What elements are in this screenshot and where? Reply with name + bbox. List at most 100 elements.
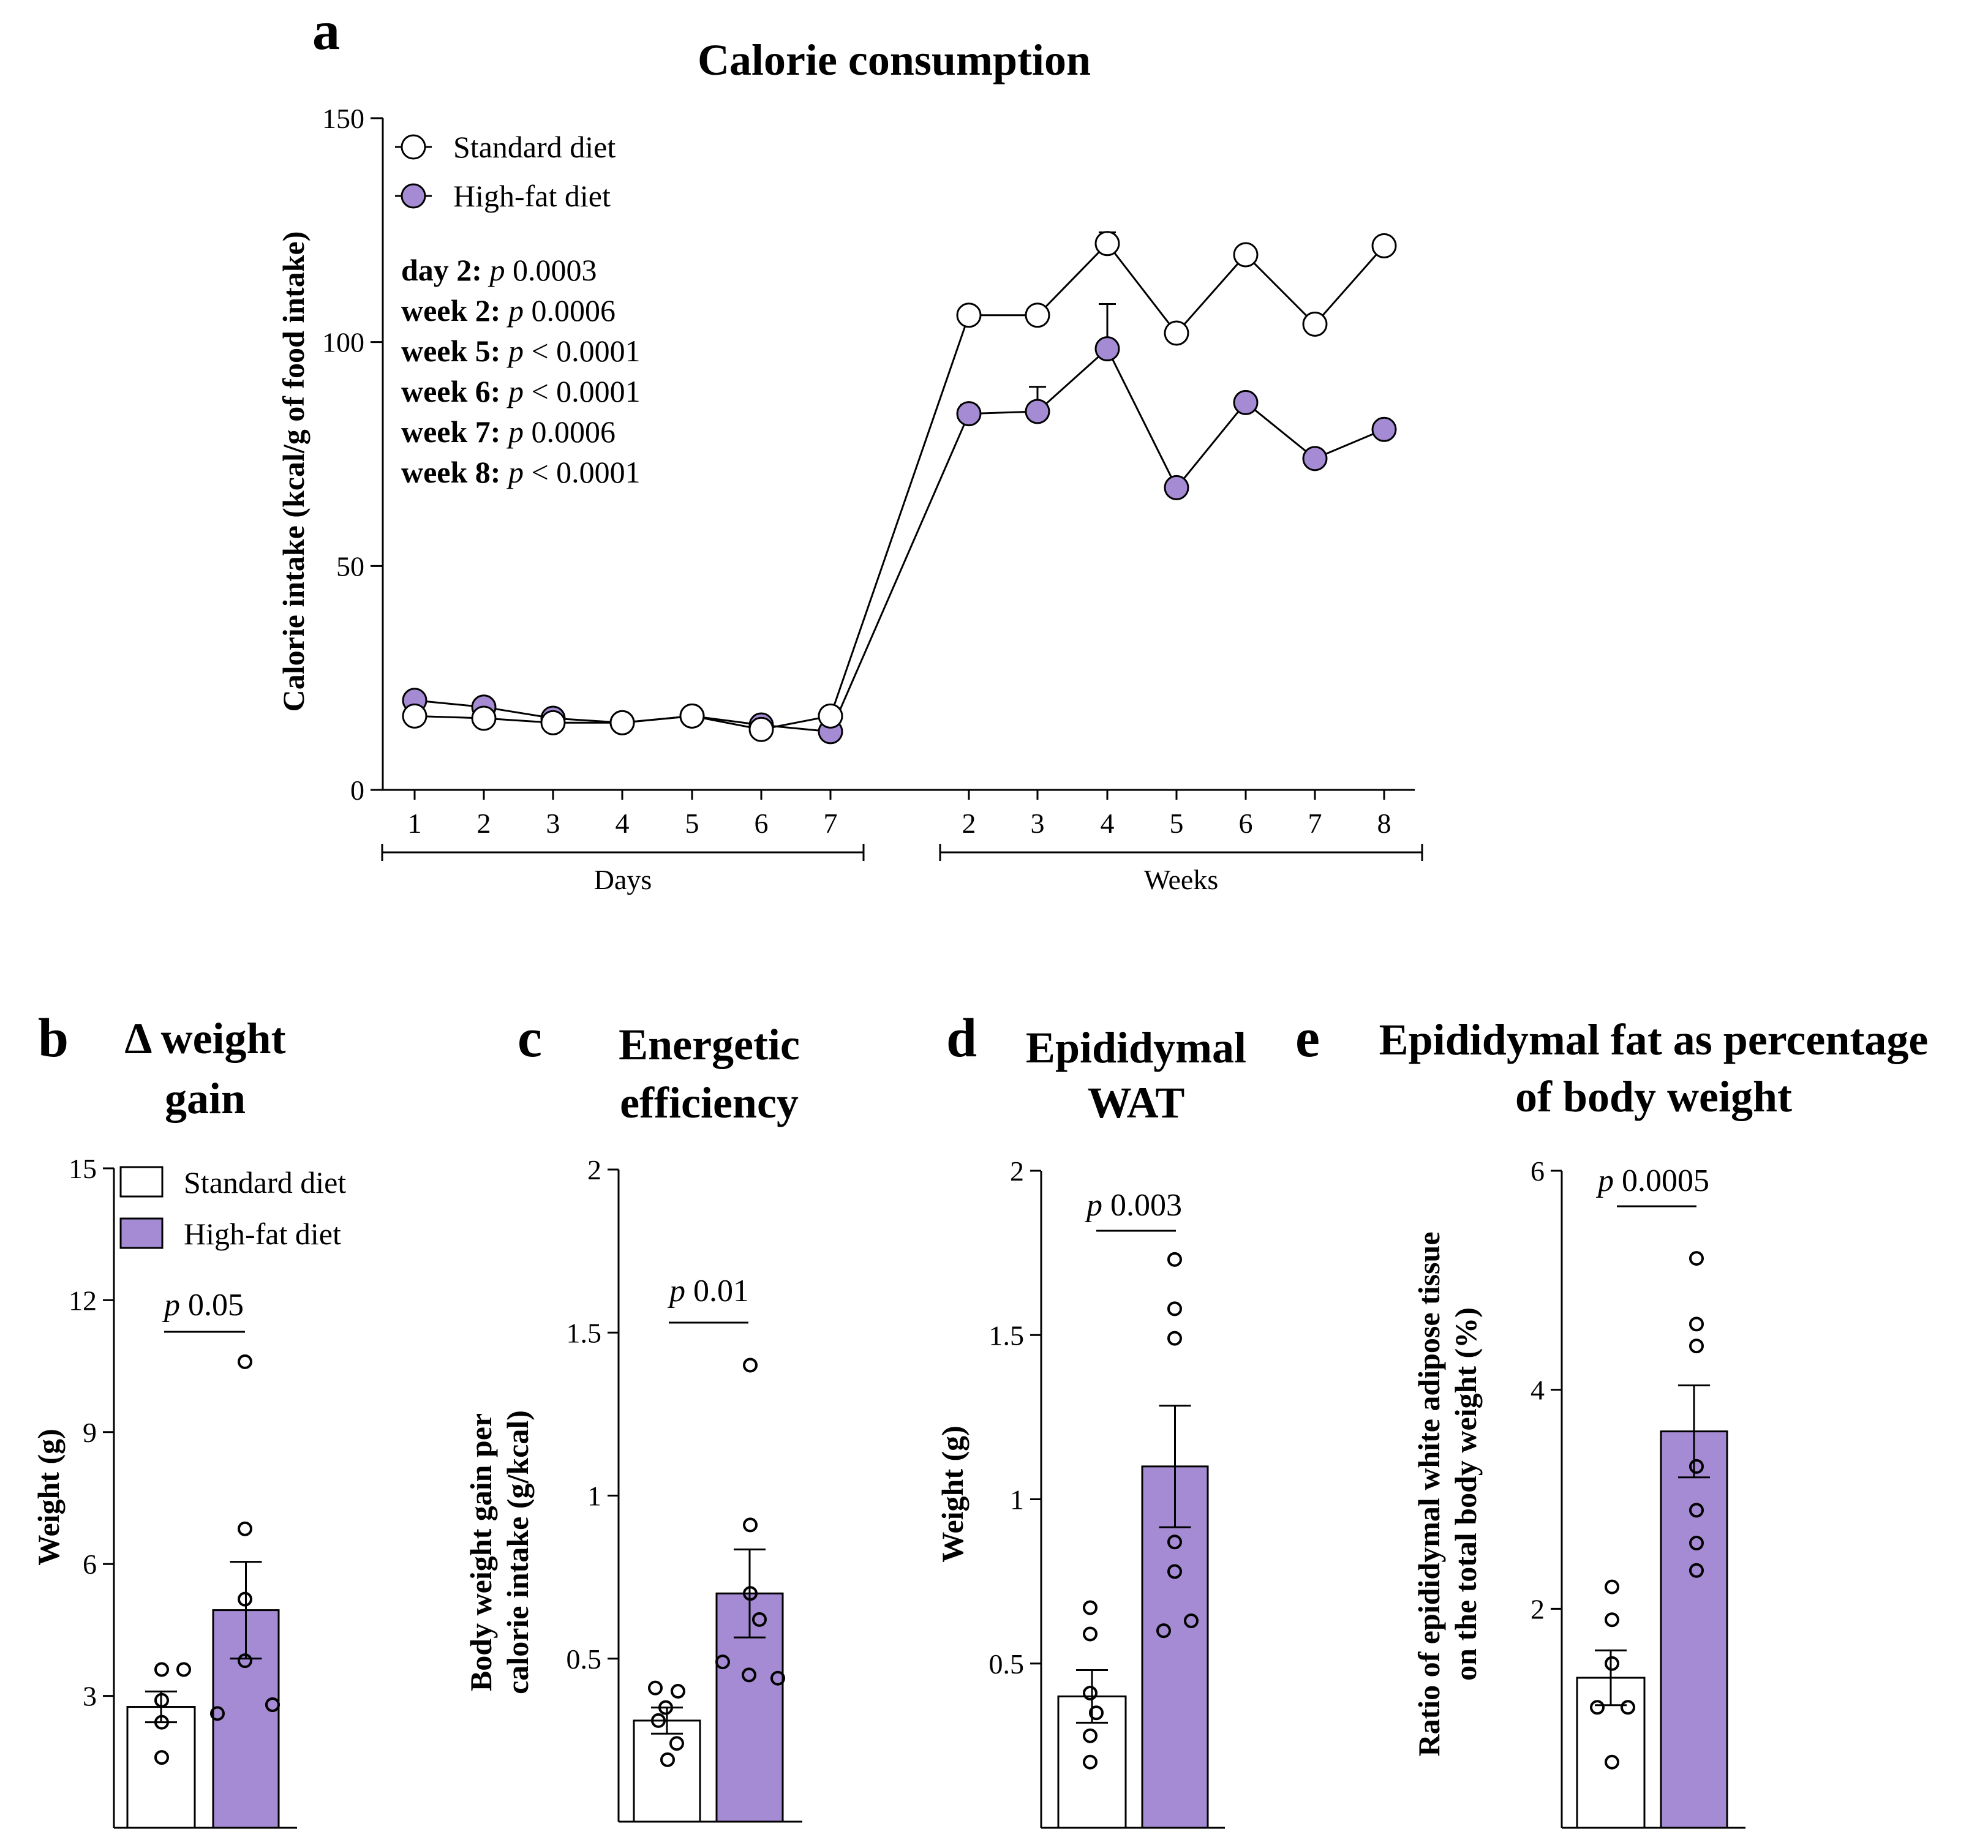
stat-annotation: week 5: p < 0.0001 bbox=[401, 334, 641, 368]
panel-e-ylabel: Ratio of epididymal white adipose tissue bbox=[1412, 1231, 1446, 1756]
point-standard bbox=[609, 710, 635, 735]
panel-d-bar-chart: Epididymal WAT Weight (g) 0.5 1 1.5 2 p 0.003 bbox=[935, 1023, 1246, 1829]
panel-c-data-point bbox=[671, 1684, 685, 1699]
panel-e-y-tick-label: 4 bbox=[1531, 1375, 1545, 1406]
point-standard bbox=[1164, 320, 1189, 346]
panel-e-data-point bbox=[1605, 1656, 1619, 1671]
panel-d-title: Epididymal bbox=[1026, 1023, 1246, 1072]
stat-annotation: week 8: p < 0.0001 bbox=[401, 455, 641, 489]
panel-c-data-point bbox=[742, 1667, 756, 1683]
days-group-label: Days bbox=[594, 864, 652, 895]
panel-d-data-point bbox=[1089, 1705, 1104, 1721]
x-tick-label: 4 bbox=[1101, 808, 1115, 839]
panel-c-pvalue: p 0.01 bbox=[667, 1274, 749, 1309]
point-highfat bbox=[956, 401, 982, 427]
stat-annotation: day 2: p 0.0003 bbox=[401, 253, 597, 287]
x-tick-label: 6 bbox=[1239, 808, 1253, 839]
panel-b-y-tick-label: 3 bbox=[83, 1681, 97, 1712]
panel-b-data-point bbox=[265, 1697, 280, 1712]
panel-b-data-point bbox=[238, 1354, 252, 1369]
panel-c-bar-chart: Energetic efficiency Body weight gain per c… bbox=[464, 1020, 802, 1823]
panel-b-data-point bbox=[238, 1653, 252, 1669]
x-tick-label: 2 bbox=[962, 808, 976, 839]
panel-b-pvalue: p 0.05 bbox=[162, 1288, 244, 1323]
panel-e-data-point bbox=[1689, 1317, 1704, 1332]
panel-a-axes: 0 50 100 150 1 2 3 4 5 6 7 2 3 4 5 6 7 8 Days Weeks bbox=[322, 103, 1423, 895]
panel-e-data-point bbox=[1689, 1563, 1704, 1578]
panel-d-data-point bbox=[1083, 1754, 1098, 1770]
panel-c-y-tick-label: 1.5 bbox=[567, 1317, 602, 1348]
panel-b-bar-standard bbox=[126, 1706, 196, 1829]
panel-d-y-tick-label: 1.5 bbox=[989, 1320, 1025, 1351]
panel-c-data-point bbox=[669, 1736, 684, 1751]
panel-e-title: Epididymal fat as percentage bbox=[1379, 1015, 1929, 1064]
panel-c-y-tick-label: 2 bbox=[587, 1154, 601, 1185]
panel-a-series bbox=[402, 231, 1397, 745]
point-standard bbox=[540, 710, 566, 735]
point-highfat bbox=[1025, 399, 1050, 424]
legend-standard-label: Standard diet bbox=[453, 130, 616, 164]
panel-letter-a: a bbox=[312, 1, 340, 61]
x-tick-label: 7 bbox=[1308, 808, 1322, 839]
point-standard bbox=[1371, 233, 1397, 258]
panel-c-data-point bbox=[660, 1752, 675, 1767]
x-tick-label: 7 bbox=[824, 808, 838, 839]
x-tick-label: 1 bbox=[408, 808, 422, 839]
panel-d-data-point bbox=[1167, 1331, 1182, 1346]
x-tick-label: 5 bbox=[1170, 808, 1184, 839]
panel-e-data-point bbox=[1689, 1536, 1704, 1551]
panel-d-data-point bbox=[1167, 1252, 1182, 1267]
panel-b-data-point bbox=[154, 1750, 169, 1765]
y-tick-label: 50 bbox=[336, 550, 364, 582]
point-highfat bbox=[1164, 475, 1189, 500]
panel-letter-e: e bbox=[1295, 1008, 1320, 1069]
weeks-group-label: Weeks bbox=[1144, 864, 1218, 895]
panel-e-data-point bbox=[1605, 1754, 1619, 1770]
panel-e-y-tick-label: 6 bbox=[1531, 1155, 1545, 1187]
point-standard bbox=[1094, 231, 1120, 257]
panel-b-ylabel: Weight (g) bbox=[31, 1429, 66, 1566]
panel-c-ylabel: calorie intake (g/kcal) bbox=[500, 1410, 535, 1694]
panel-b-data-point bbox=[210, 1706, 225, 1721]
panel-b-data-point bbox=[176, 1662, 191, 1677]
legend-standard-marker bbox=[401, 134, 426, 160]
panel-c-data-point bbox=[743, 1586, 758, 1601]
point-standard bbox=[956, 302, 982, 328]
point-highfat bbox=[1371, 416, 1397, 442]
stat-annotation: week 6: p < 0.0001 bbox=[401, 374, 641, 408]
panel-c-data-point bbox=[743, 1358, 758, 1373]
panel-c-data-point bbox=[770, 1670, 785, 1686]
panel-d-pvalue: p 0.003 bbox=[1084, 1188, 1182, 1223]
point-standard bbox=[1302, 311, 1328, 337]
panel-e-bar-chart: Epididymal fat as percentage of body weig… bbox=[1379, 1015, 1929, 1829]
point-standard bbox=[748, 716, 774, 742]
panel-b-y-tick-label: 9 bbox=[83, 1417, 97, 1448]
panel-e-pvalue: p 0.0005 bbox=[1595, 1163, 1709, 1198]
panel-d-data-point bbox=[1083, 1686, 1098, 1701]
legend-highfat-marker bbox=[401, 183, 426, 209]
point-standard bbox=[679, 703, 705, 729]
panel-b-data-point bbox=[238, 1521, 252, 1536]
panel-d-y-tick-label: 1 bbox=[1010, 1484, 1024, 1516]
x-tick-label: 8 bbox=[1377, 808, 1391, 839]
panel-a-stats: day 2: p 0.0003 week 2: p 0.0006 week 5: p… bbox=[401, 253, 641, 489]
panel-d-data-point bbox=[1083, 1600, 1098, 1615]
x-tick-label: 3 bbox=[1031, 808, 1045, 839]
panel-letter-d: d bbox=[946, 1008, 977, 1069]
point-highfat bbox=[1302, 446, 1328, 471]
panel-d-data-point bbox=[1083, 1728, 1098, 1743]
point-standard bbox=[818, 703, 843, 729]
panel-e-data-point bbox=[1590, 1700, 1605, 1715]
panel-d-data-point bbox=[1156, 1623, 1171, 1639]
panel-c-data-point bbox=[715, 1655, 730, 1670]
x-tick-label: 6 bbox=[755, 808, 769, 839]
panel-e-title: of body weight bbox=[1515, 1072, 1792, 1121]
panel-e-data-point bbox=[1605, 1612, 1619, 1628]
panel-b-title: Δ weight bbox=[124, 1014, 285, 1063]
panel-e-bar-highfat bbox=[1660, 1430, 1728, 1829]
panel-a-line-chart: Calorie consumption Calorie intake (kcal… bbox=[276, 36, 1423, 895]
panel-e-data-point bbox=[1605, 1579, 1619, 1594]
panel-c-data-point bbox=[651, 1713, 666, 1728]
panel-b-data-point bbox=[154, 1662, 169, 1677]
